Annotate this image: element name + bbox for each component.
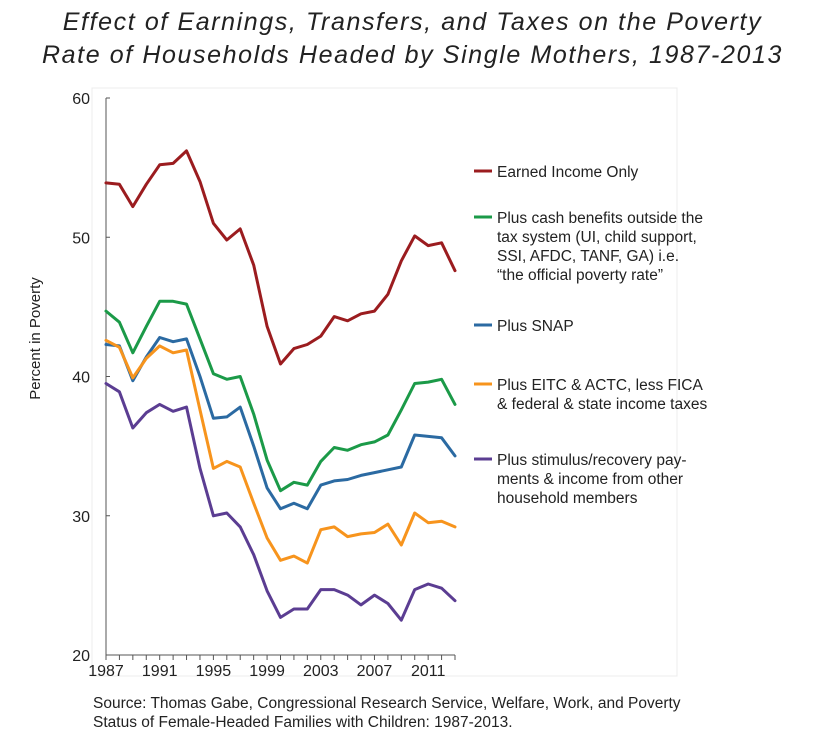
legend-label: Plus stimulus/recovery pay-ments & incom…	[497, 452, 687, 507]
series-line-1	[104, 149, 457, 366]
axes-layer: 20 30 40 50 60 1987 1991 1995 1999 2003 2007 2011 Pe…	[27, 87, 678, 680]
legend-item-2: Plus cash benefits outside the tax system…	[474, 210, 703, 284]
legend-item-5: Plus stimulus/recovery pay-ments & incom…	[474, 452, 687, 507]
legend-label-line: Earned Income Only	[497, 164, 639, 181]
y-tick-label-40: 40	[72, 370, 90, 387]
legend-label-line: Plus EITC & ACTC, less FICA	[497, 377, 704, 394]
legend-label: Plus EITC & ACTC, less FICA & federal & s…	[497, 377, 707, 413]
legend-label-line: Plus cash benefits outside the	[497, 210, 703, 227]
x-tick-label-2007: 2007	[357, 663, 393, 680]
series-line-4	[104, 338, 457, 565]
legend-label-line: tax system (UI, child support,	[497, 229, 697, 246]
legend-item-3: Plus SNAP	[474, 318, 574, 335]
legend-label-line: Plus stimulus/recovery pay-	[497, 452, 687, 469]
legend-label-line: ments & income from other	[497, 471, 683, 488]
source-line-1: Source: Thomas Gabe, Congressional Resea…	[93, 695, 681, 712]
series-line-2	[104, 299, 457, 493]
legend-label-line: SSI, AFDC, TANF, GA) i.e.	[497, 248, 679, 265]
chart-title-line-2: Rate of Households Headed by Single Moth…	[42, 41, 783, 69]
y-axis-label: Percent in Poverty	[27, 277, 44, 400]
legend-item-4: Plus EITC & ACTC, less FICA & federal & s…	[474, 377, 707, 413]
legend-label: Earned Income Only	[497, 164, 639, 181]
y-tick-label-50: 50	[72, 230, 90, 247]
series-line-3	[104, 336, 457, 511]
source-line-2: Status of Female-Headed Families with Ch…	[93, 714, 513, 731]
source-note: Source: Thomas Gabe, Congressional Resea…	[93, 694, 793, 732]
poverty-rate-line-chart: 20 30 40 50 60 1987 1991 1995 1999 2003 2007 2011 Pe…	[27, 87, 707, 680]
chart-title: Effect of Earnings, Transfers, and Taxes…	[0, 6, 825, 72]
x-tick-label-1995: 1995	[196, 663, 232, 680]
x-tick-label-1987: 1987	[88, 663, 124, 680]
legend-label-line: Plus SNAP	[497, 318, 574, 335]
legend-label-line: household members	[497, 490, 638, 507]
x-tick-label-1999: 1999	[249, 663, 285, 680]
legend-label: Plus SNAP	[497, 318, 574, 335]
chart-title-line-1: Effect of Earnings, Transfers, and Taxes…	[62, 8, 763, 36]
x-tick-label-2011: 2011	[411, 663, 446, 680]
y-tick-label-20: 20	[72, 648, 90, 665]
legend-layer: Earned Income Only Plus cash benefits out…	[474, 164, 707, 507]
series-line-5	[104, 382, 457, 622]
x-tick-label-2003: 2003	[303, 663, 339, 680]
y-tick-label-30: 30	[72, 509, 90, 526]
plot-frame	[91, 87, 678, 677]
y-tick-label-60: 60	[72, 91, 90, 108]
legend-label-line: & federal & state income taxes	[497, 396, 707, 413]
x-tick-label-1991: 1991	[142, 663, 178, 680]
legend-item-1: Earned Income Only	[474, 164, 639, 181]
legend-label: Plus cash benefits outside the tax system…	[497, 210, 703, 284]
series-lines-layer	[104, 149, 457, 622]
legend-label-line: “the official poverty rate”	[497, 267, 663, 284]
